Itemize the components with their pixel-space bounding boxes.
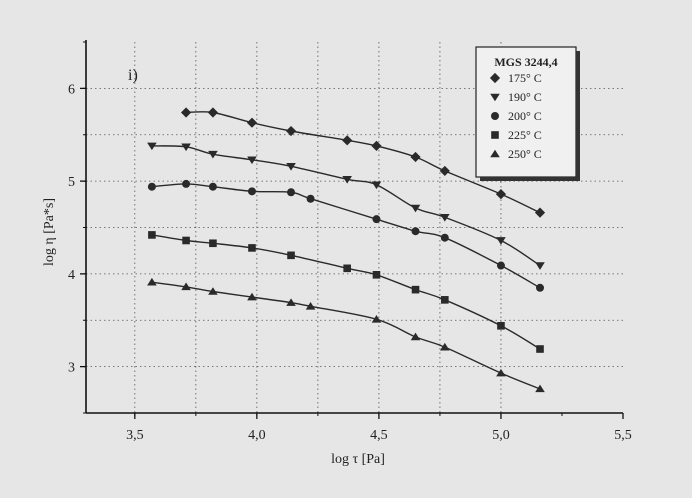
- data-point-series-4: [209, 239, 217, 248]
- fit-curve-series-5: [151, 281, 541, 390]
- data-markers: [147, 107, 546, 393]
- data-point-series-5: [535, 384, 545, 393]
- x-tick-label: 4,5: [370, 428, 388, 443]
- data-point-series-1: [534, 207, 546, 218]
- data-point-series-4: [148, 231, 156, 239]
- data-point-series-5: [371, 315, 382, 323]
- x-tick-label: 5,5: [614, 428, 632, 443]
- y-tick-label: 6: [68, 82, 75, 97]
- data-point-series-2: [181, 143, 191, 152]
- data-point-series-5: [247, 292, 257, 301]
- data-point-series-3: [411, 227, 420, 236]
- legend-label-series-3: 200° C: [508, 109, 542, 123]
- data-point-series-4: [343, 264, 351, 273]
- data-point-series-2: [440, 213, 450, 222]
- legend-marker-series-4: [491, 131, 499, 139]
- data-point-series-4: [182, 236, 190, 245]
- axes: 3,5 4,0 4,5 5,0 5,5 3 4 5 6: [68, 40, 632, 443]
- x-tick-label: 4,0: [248, 428, 266, 443]
- data-point-series-1: [285, 125, 297, 137]
- legend-marker-series-3: [491, 112, 499, 120]
- data-point-series-4: [372, 271, 381, 279]
- x-tick-label: 3,5: [126, 428, 144, 443]
- data-point-series-3: [440, 233, 449, 242]
- y-tick-label: 4: [68, 268, 75, 283]
- data-point-series-4: [411, 285, 420, 294]
- legend-marker-series-2: [490, 93, 500, 102]
- data-point-series-2: [247, 156, 257, 165]
- data-point-series-3: [247, 187, 256, 196]
- data-point-series-5: [305, 302, 316, 310]
- data-point-series-4: [248, 244, 256, 252]
- data-point-series-1: [371, 140, 382, 151]
- legend-marker-series-5: [490, 149, 500, 158]
- data-point-series-5: [440, 342, 450, 351]
- data-point-series-5: [410, 332, 421, 341]
- data-point-series-1: [495, 189, 507, 200]
- data-point-series-3: [306, 194, 315, 203]
- data-point-series-2: [410, 204, 421, 213]
- legend-shadow-bottom: [480, 177, 580, 181]
- data-point-series-2: [147, 142, 157, 151]
- data-point-series-3: [287, 188, 296, 197]
- data-point-series-5: [147, 277, 157, 286]
- data-point-series-3: [208, 182, 217, 191]
- data-point-series-4: [441, 296, 449, 304]
- data-point-series-3: [372, 215, 381, 224]
- data-point-series-5: [496, 368, 506, 377]
- data-point-series-3: [182, 179, 191, 188]
- data-point-series-1: [246, 117, 258, 128]
- y-tick-label: 5: [68, 175, 75, 190]
- data-point-series-1: [207, 107, 219, 118]
- data-point-series-5: [286, 298, 296, 306]
- legend-marker-series-1: [489, 72, 501, 84]
- data-point-series-3: [536, 283, 545, 292]
- data-point-series-5: [181, 282, 191, 291]
- data-point-series-1: [180, 107, 192, 118]
- data-point-series-4: [536, 345, 544, 353]
- legend-label-series-2: 190° C: [508, 90, 542, 104]
- data-point-series-1: [439, 165, 450, 177]
- y-tick-label: 3: [68, 361, 75, 376]
- fit-curve-series-3: [151, 183, 541, 289]
- data-point-series-3: [147, 182, 156, 191]
- data-point-series-3: [496, 261, 505, 270]
- data-point-series-4: [287, 251, 295, 260]
- legend-label-series-4: 225° C: [508, 128, 542, 142]
- fit-curve-series-1: [186, 111, 541, 214]
- legend-title: MGS 3244,4: [494, 55, 557, 69]
- legend-shadow-right: [576, 51, 580, 181]
- data-point-series-1: [342, 135, 353, 146]
- data-point-series-1: [410, 151, 421, 163]
- data-point-series-2: [496, 237, 506, 245]
- legend-label-series-5: 250° C: [508, 147, 542, 161]
- data-point-series-4: [497, 322, 505, 330]
- gridlines: [86, 42, 623, 413]
- legend-entries: 175° C 190° C 200° C 225° C 250° C: [489, 71, 542, 161]
- y-axis-title: log η [Pa*s]: [42, 198, 57, 266]
- data-point-series-2: [535, 262, 545, 270]
- legend-label-series-1: 175° C: [508, 71, 542, 85]
- panel-label: i): [128, 67, 138, 84]
- data-point-series-2: [208, 150, 218, 159]
- x-axis-title: log τ [Pa]: [331, 452, 385, 467]
- data-point-series-2: [286, 162, 296, 171]
- data-point-series-2: [342, 175, 352, 184]
- x-tick-label: 5,0: [492, 428, 510, 443]
- data-point-series-2: [371, 181, 382, 190]
- legend: MGS 3244,4 175° C 190° C 200° C 225° C 250° …: [475, 46, 580, 181]
- data-point-series-5: [208, 287, 218, 295]
